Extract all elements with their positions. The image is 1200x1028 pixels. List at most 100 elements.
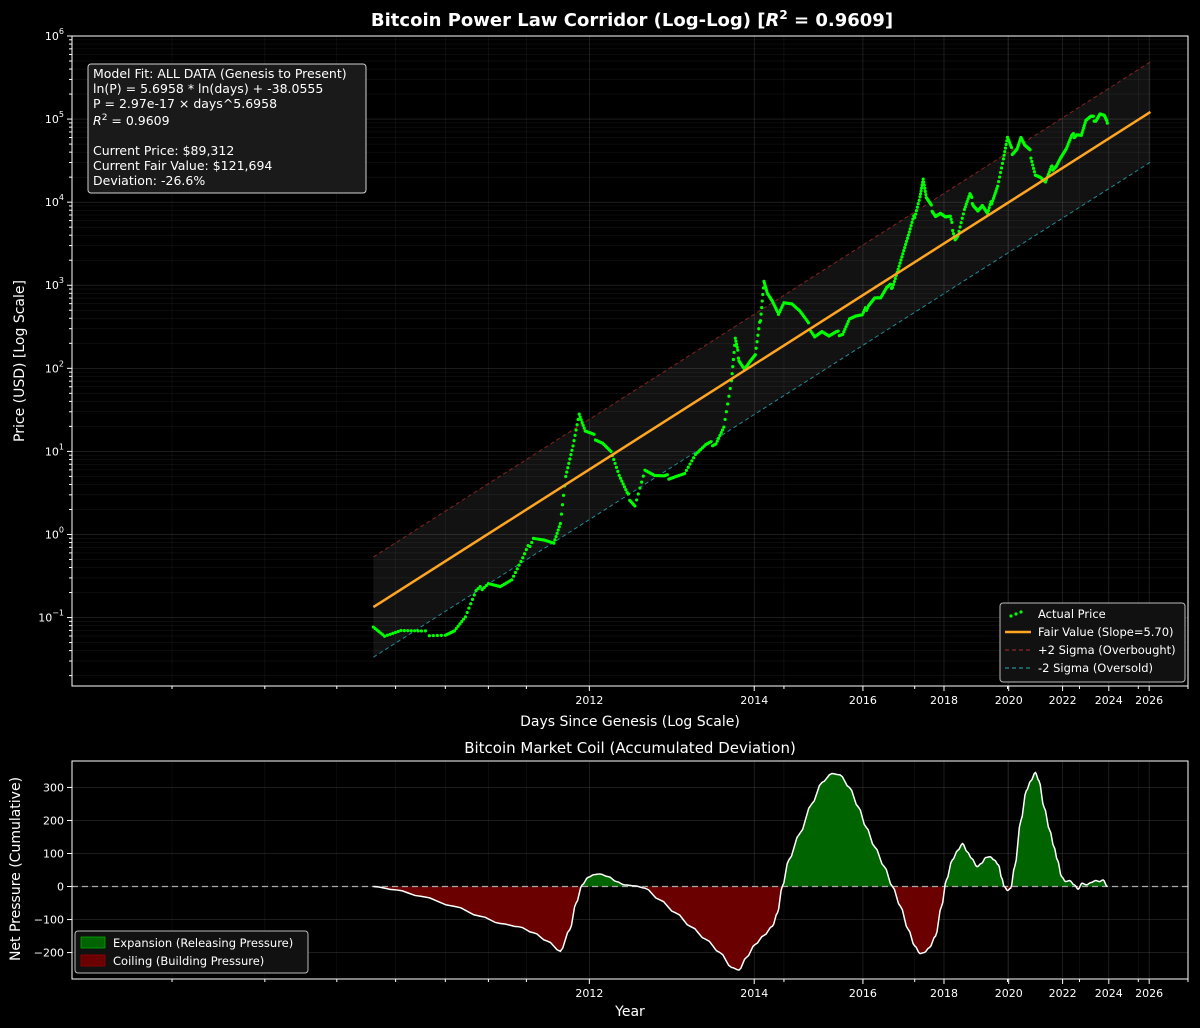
price-point: [1050, 164, 1054, 168]
price-point: [553, 538, 557, 542]
price-point: [731, 357, 736, 362]
bottom-chart-frame: [71, 760, 1189, 980]
price-point: [836, 329, 840, 333]
bottom-y-tick-label: 200: [43, 814, 64, 827]
price-point: [396, 629, 400, 634]
price-point: [755, 340, 759, 344]
price-point: [613, 461, 617, 466]
coiling-area: [638, 886, 783, 971]
price-point: [736, 356, 740, 360]
price-point: [393, 630, 398, 635]
legend-item-coiling: Coiling (Building Pressure): [80, 954, 264, 968]
price-point: [478, 585, 482, 589]
price-point: [581, 423, 585, 427]
bottom-y-tick-label: 300: [43, 781, 64, 794]
price-point: [1083, 121, 1087, 125]
price-point: [842, 330, 846, 334]
price-point: [1031, 163, 1035, 167]
price-point: [467, 606, 471, 610]
price-point: [1028, 148, 1032, 152]
annotation-line-4: R2 = 0.9609: [93, 113, 170, 128]
price-point: [692, 456, 696, 460]
legend-label-coiling: Coiling (Building Pressure): [113, 954, 264, 968]
price-point: [966, 197, 970, 201]
price-point: [722, 425, 726, 429]
price-point: [986, 208, 990, 213]
price-point: [454, 626, 458, 631]
price-point: [399, 628, 403, 633]
bottom-x-tick-label: 2026: [1135, 987, 1163, 1000]
price-point: [565, 470, 569, 474]
price-point: [423, 629, 428, 633]
price-point: [758, 319, 763, 323]
top-chart-title: Bitcoin Power Law Corridor (Log-Log) [R2…: [371, 8, 893, 31]
price-point: [616, 469, 620, 473]
price-point: [576, 417, 580, 422]
price-point: [582, 426, 586, 430]
price-point: [431, 634, 435, 638]
bottom-x-tick-label: 2024: [1095, 987, 1123, 1000]
bottom-x-axis: 2012 2014 2016 2018 2020 2022 2024 2026: [171, 979, 1189, 1000]
price-point: [574, 428, 578, 432]
price-point: [641, 474, 645, 478]
price-point: [896, 267, 900, 271]
price-point: [959, 221, 963, 225]
annotation-line-2: ln(P) = 5.6958 * ln(days) + -38.0555: [93, 81, 323, 96]
annotation-line-3: P = 2.97e-17 × days^5.6958: [93, 96, 277, 111]
legend-label-minus-sigma: -2 Sigma (Oversold): [1038, 661, 1153, 675]
price-point: [845, 322, 849, 326]
price-point: [901, 252, 905, 256]
model-fit-annotation: Model Fit: ALL DATA (Genesis to Present)…: [87, 63, 367, 194]
top-x-tick-label: 2016: [849, 694, 877, 707]
price-point: [686, 465, 690, 469]
price-point: [560, 503, 565, 507]
price-point: [760, 299, 764, 303]
price-point: [515, 567, 519, 571]
price-point: [592, 432, 596, 436]
price-point: [899, 258, 903, 262]
actual-price-points: [371, 110, 1152, 638]
price-point: [412, 629, 417, 633]
price-point: [571, 444, 575, 448]
price-point: [991, 196, 996, 201]
price-point: [898, 261, 902, 265]
top-y-tick-label: 101: [45, 442, 64, 458]
price-point: [963, 205, 967, 209]
price-point: [1003, 146, 1008, 150]
price-point: [690, 459, 694, 463]
fair-value-line: [372, 110, 1152, 609]
price-point: [484, 583, 488, 588]
price-point: [910, 220, 914, 224]
price-point: [921, 177, 925, 181]
price-point: [513, 570, 518, 575]
price-point: [1047, 170, 1051, 174]
price-point: [522, 552, 527, 556]
coil-area: [373, 772, 1108, 971]
price-point: [609, 449, 613, 454]
legend-label-plus-sigma: +2 Sigma (Overbought): [1038, 643, 1176, 657]
price-point: [552, 541, 556, 545]
bottom-y-tick-label: 100: [43, 847, 64, 860]
price-point: [914, 209, 919, 213]
bottom-legend-box: [74, 930, 309, 974]
bottom-chart-legend: Expansion (Releasing Pressure) Coiling (…: [74, 930, 309, 974]
price-point: [1105, 121, 1109, 125]
price-point: [914, 212, 918, 216]
price-point: [1091, 114, 1095, 118]
coiling-area: [373, 886, 582, 952]
price-point: [923, 186, 927, 190]
price-point: [728, 386, 732, 391]
price-point: [566, 466, 570, 470]
bottom-x-tick-label: 2012: [575, 987, 603, 1000]
price-point: [723, 417, 727, 422]
price-point: [577, 412, 581, 416]
price-point: [561, 493, 566, 497]
bottom-x-tick-label: 2020: [995, 987, 1023, 1000]
price-point: [715, 439, 719, 443]
price-point: [918, 192, 923, 196]
price-point: [458, 622, 462, 626]
top-y-axis-label: Price (USD) [Log Scale]: [12, 280, 28, 442]
price-point: [917, 198, 921, 202]
price-point: [753, 353, 757, 357]
price-point: [383, 634, 387, 638]
